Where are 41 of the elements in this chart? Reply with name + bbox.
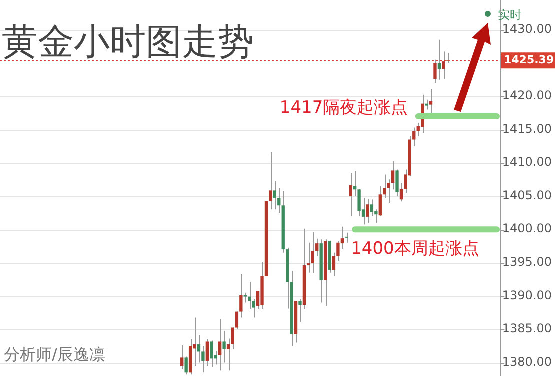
candlestick bbox=[210, 340, 214, 368]
candlestick bbox=[273, 180, 277, 210]
candlestick bbox=[180, 344, 184, 370]
candlestick bbox=[400, 182, 404, 202]
candlestick bbox=[307, 242, 310, 274]
y-tick-label: 1385.00 bbox=[502, 322, 552, 336]
candlestick bbox=[434, 59, 437, 84]
text: 黄金小时图走势 bbox=[2, 21, 254, 65]
candlestick bbox=[442, 51, 446, 80]
candlestick bbox=[429, 88, 433, 114]
y-tick-label: 1415.00 bbox=[502, 122, 552, 136]
y-tick-label: 1420.00 bbox=[502, 88, 552, 103]
candlestick bbox=[438, 39, 442, 80]
candlestick bbox=[383, 174, 386, 198]
candlestick bbox=[222, 330, 226, 364]
candlestick bbox=[218, 318, 222, 372]
candlestick bbox=[349, 172, 352, 217]
candlestick bbox=[240, 274, 243, 318]
candlestick bbox=[345, 232, 348, 244]
candlestick bbox=[298, 298, 302, 323]
ref-line-label: 1400本周起涨点 bbox=[351, 239, 480, 260]
y-tick-label: 1405.00 bbox=[502, 188, 552, 202]
ref-line-label: 1417隔夜起涨点 bbox=[280, 98, 408, 118]
candlestick bbox=[311, 232, 314, 274]
text: 分析师/辰逸凛 bbox=[4, 345, 106, 366]
y-tick-label: 1410.00 bbox=[502, 155, 552, 170]
y-tick-label: 1395.00 bbox=[502, 254, 552, 269]
candlestick bbox=[378, 186, 382, 217]
candlestick bbox=[235, 311, 239, 330]
candlestick bbox=[206, 338, 210, 367]
y-tick-label: 1400.00 bbox=[502, 222, 552, 236]
candlestick bbox=[370, 199, 374, 217]
y-tick-label: 1430.00 bbox=[502, 22, 552, 36]
text: 实时 bbox=[498, 7, 522, 24]
candlestick bbox=[269, 152, 272, 210]
y-tick-label: 1390.00 bbox=[502, 288, 552, 302]
ref-line-label: 1425.39 bbox=[504, 53, 554, 66]
candlestick bbox=[425, 99, 428, 110]
candlestick bbox=[366, 198, 370, 224]
candlestick bbox=[244, 292, 247, 304]
y-tick-label: 1380.00 bbox=[502, 354, 552, 369]
